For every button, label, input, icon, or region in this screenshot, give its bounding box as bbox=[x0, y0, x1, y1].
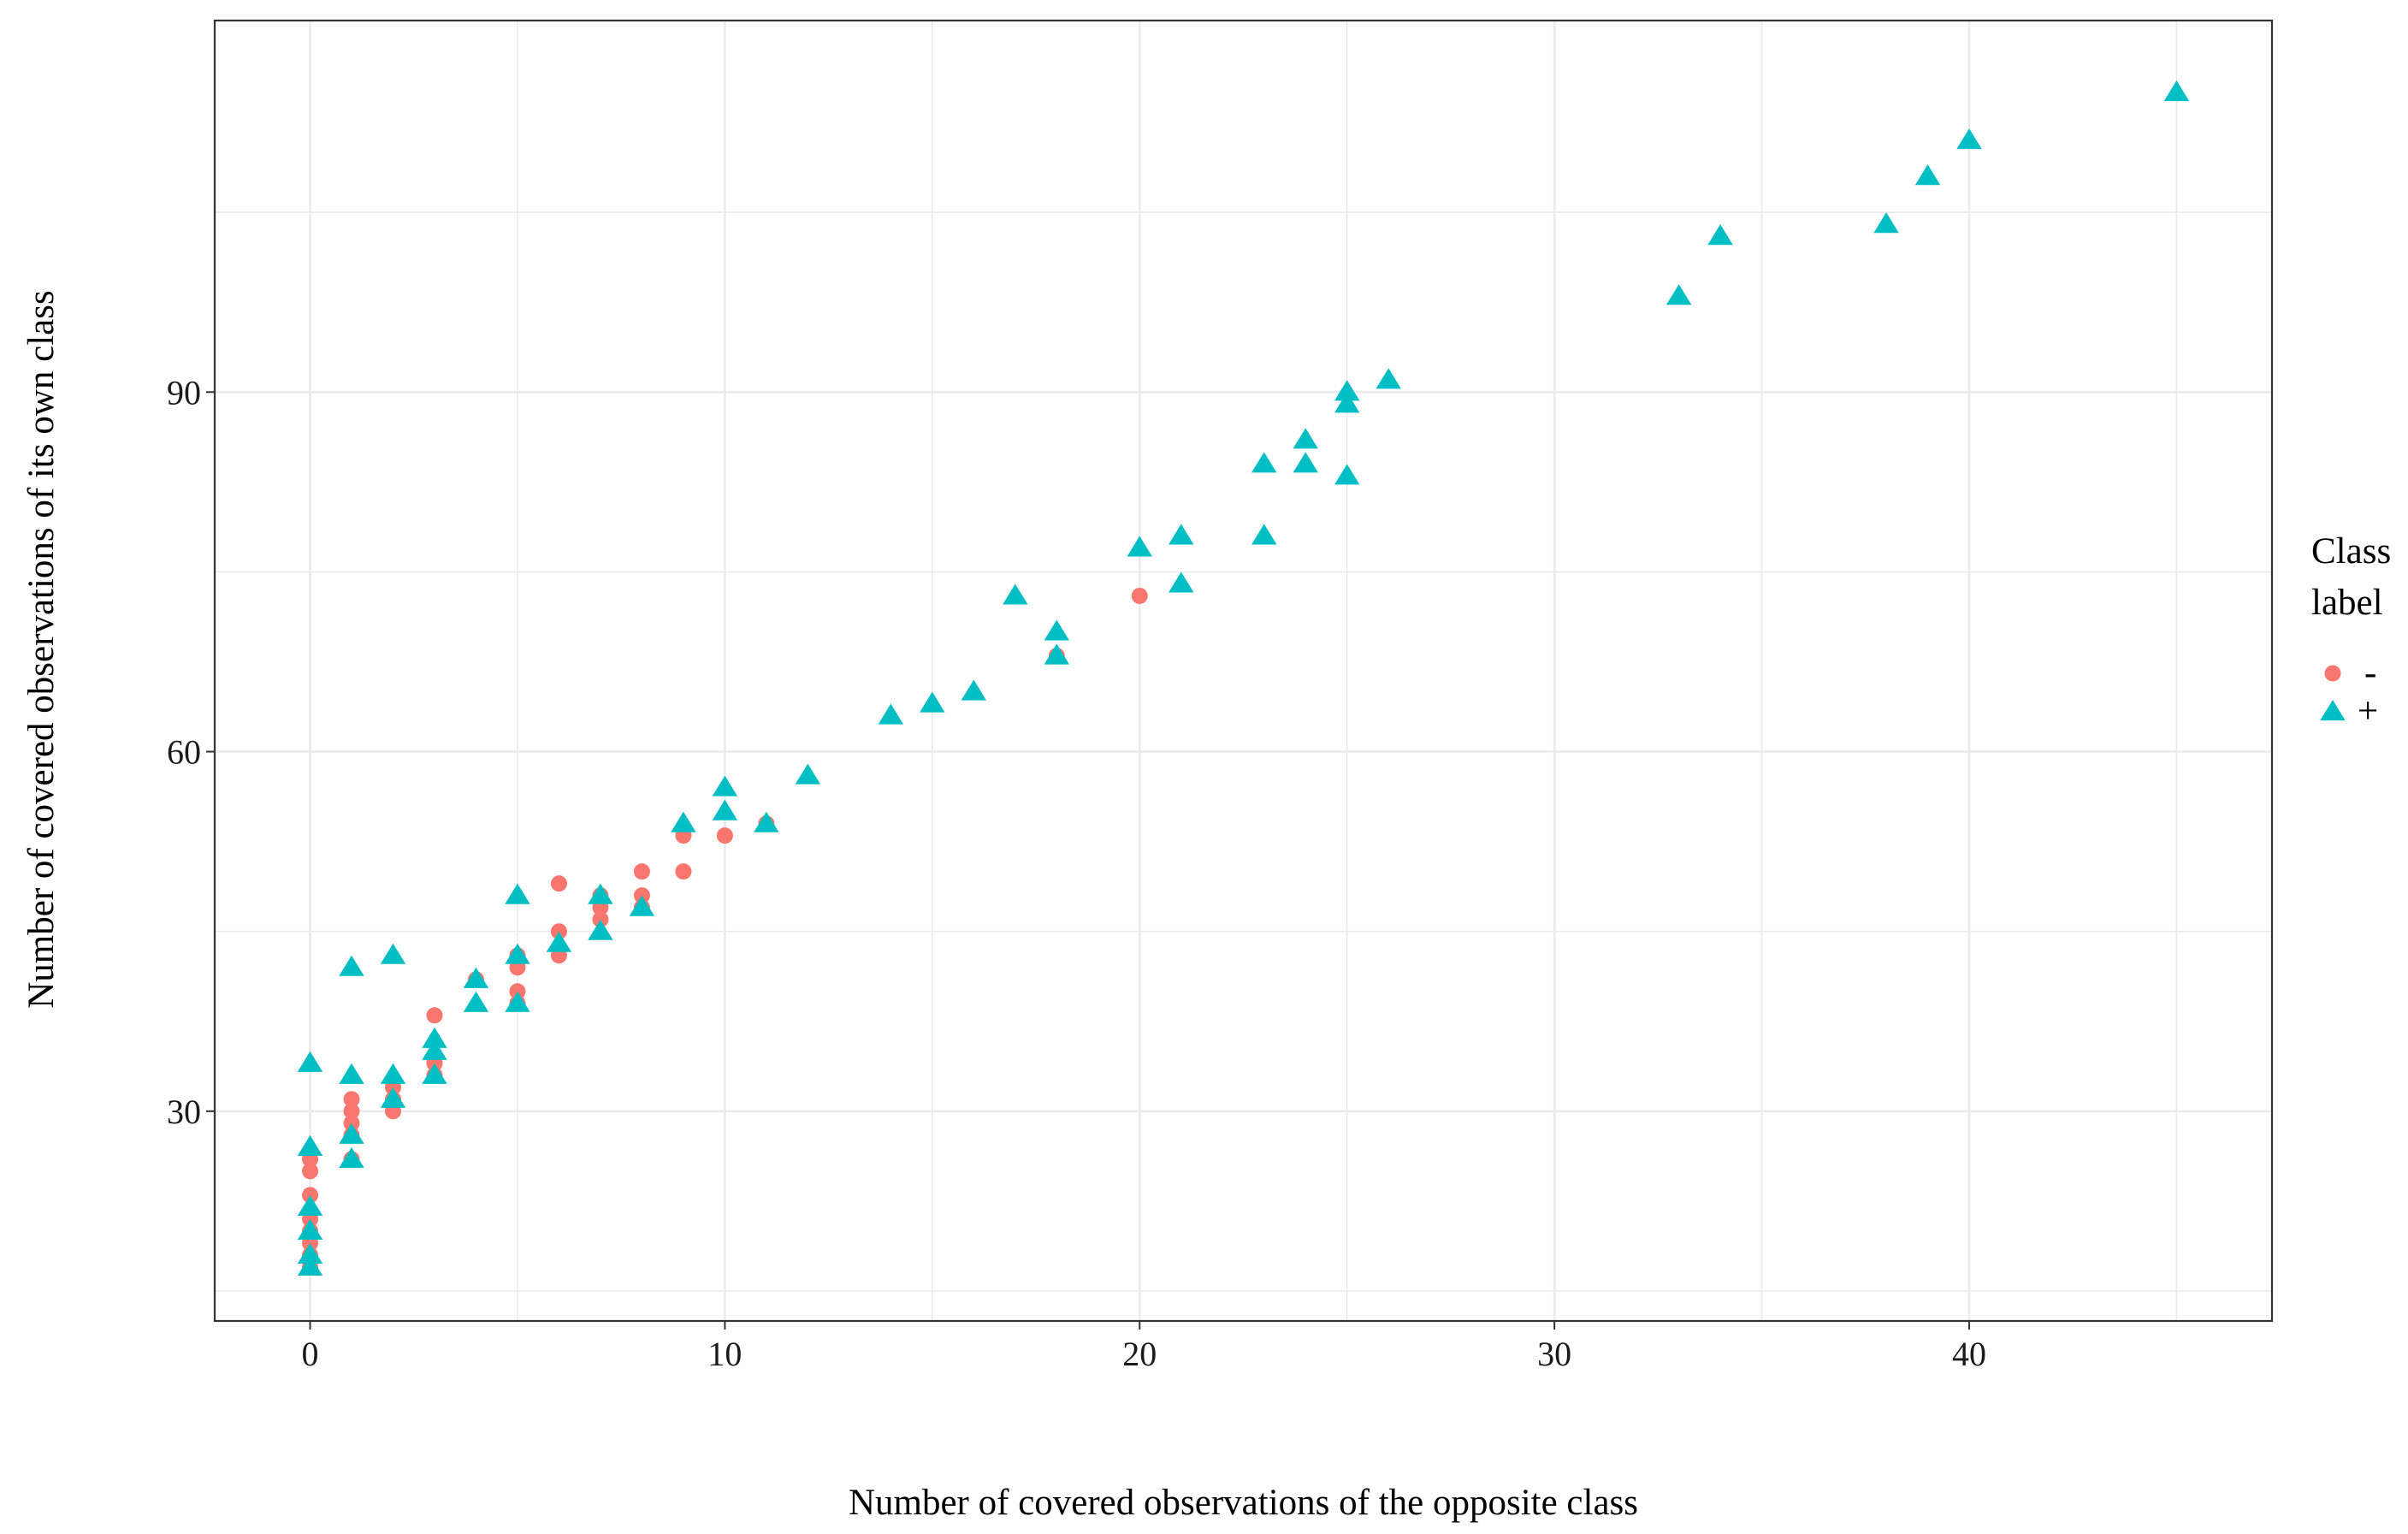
x-tick-label: 10 bbox=[707, 1335, 742, 1373]
data-point-triangle bbox=[1003, 583, 1028, 605]
data-point-circle bbox=[550, 923, 567, 940]
data-point-triangle bbox=[1914, 164, 1941, 186]
x-tick-label: 0 bbox=[302, 1335, 319, 1373]
data-point-circle bbox=[633, 863, 650, 880]
legend-label-positive: + bbox=[2358, 691, 2378, 731]
data-point-triangle bbox=[546, 931, 572, 952]
data-point-triangle bbox=[1334, 380, 1360, 401]
plot-panel-border bbox=[213, 19, 2274, 1323]
data-point-triangle bbox=[380, 943, 406, 964]
data-point-triangle bbox=[1251, 452, 1277, 473]
axes: 0 10 20 30 40 30 60 90 bbox=[167, 373, 1986, 1373]
data-point-triangle bbox=[920, 691, 945, 713]
data-point-triangle bbox=[505, 943, 530, 964]
data-point-triangle bbox=[422, 1039, 447, 1060]
legend-title-line-2: label bbox=[2311, 583, 2383, 623]
data-point-triangle bbox=[712, 799, 738, 820]
data-point-triangle bbox=[1044, 643, 1070, 665]
data-point-circle bbox=[302, 1187, 319, 1204]
data-point-triangle bbox=[1334, 392, 1360, 413]
data-point-triangle bbox=[297, 1051, 323, 1072]
data-point-circle bbox=[343, 1115, 360, 1132]
data-point-triangle bbox=[1127, 536, 1152, 557]
data-point-triangle bbox=[754, 811, 779, 832]
data-point-triangle bbox=[795, 763, 821, 785]
data-point-triangle bbox=[1376, 368, 1401, 389]
data-point-triangle bbox=[1293, 428, 1318, 449]
x-tick-label: 40 bbox=[1952, 1335, 1986, 1373]
data-point-circle bbox=[633, 887, 650, 904]
legend-key-circle bbox=[2324, 665, 2341, 682]
data-point-triangle bbox=[1169, 524, 1194, 545]
y-tick-label: 60 bbox=[167, 733, 201, 772]
data-point-triangle bbox=[1293, 452, 1318, 473]
data-point-triangle bbox=[712, 775, 738, 797]
data-point-triangle bbox=[297, 1194, 323, 1216]
series-positive bbox=[297, 80, 2190, 1276]
data-point-triangle bbox=[1956, 128, 1982, 150]
legend-label-negative: - bbox=[2364, 653, 2376, 693]
data-point-triangle bbox=[1707, 224, 1733, 246]
data-point-triangle bbox=[339, 1063, 364, 1084]
data-point-circle bbox=[509, 983, 526, 1000]
data-point-circle bbox=[592, 911, 609, 928]
legend: Class label - + bbox=[2311, 531, 2391, 731]
data-point-circle bbox=[550, 875, 567, 892]
data-point-triangle bbox=[380, 1087, 406, 1108]
data-point-triangle bbox=[339, 955, 364, 976]
data-point-triangle bbox=[297, 1254, 323, 1276]
data-point-triangle bbox=[463, 967, 489, 988]
x-tick-label: 30 bbox=[1537, 1335, 1571, 1373]
y-axis-title: Number of covered observations of its ow… bbox=[21, 290, 62, 1009]
data-point-triangle bbox=[671, 811, 696, 832]
data-point-circle bbox=[343, 1091, 360, 1108]
data-point-triangle bbox=[1044, 619, 1070, 641]
data-point-triangle bbox=[380, 1063, 406, 1084]
data-point-circle bbox=[675, 863, 692, 880]
data-point-triangle bbox=[422, 1027, 447, 1048]
legend-key-triangle bbox=[2320, 700, 2346, 721]
y-tick-label: 30 bbox=[167, 1093, 201, 1131]
data-point-circle bbox=[716, 827, 733, 844]
data-point-triangle bbox=[297, 1242, 323, 1265]
data-point-triangle bbox=[588, 883, 613, 904]
x-axis-title: Number of covered observations of the op… bbox=[849, 1483, 1638, 1523]
data-point-triangle bbox=[339, 1146, 364, 1168]
data-point-triangle bbox=[1334, 464, 1360, 485]
data-point-circle bbox=[1131, 587, 1148, 604]
data-point-triangle bbox=[2163, 80, 2190, 102]
data-point-triangle bbox=[505, 991, 530, 1012]
data-point-triangle bbox=[297, 1134, 323, 1156]
legend-title-line-1: Class bbox=[2311, 531, 2391, 572]
data-point-triangle bbox=[588, 919, 613, 940]
data-point-triangle bbox=[961, 679, 987, 701]
data-point-triangle bbox=[878, 703, 904, 725]
grid-lines bbox=[215, 21, 2272, 1321]
data-point-triangle bbox=[629, 895, 655, 916]
data-point-circle bbox=[426, 1007, 443, 1024]
data-point-triangle bbox=[339, 1122, 364, 1144]
data-point-triangle bbox=[1251, 524, 1277, 545]
data-point-triangle bbox=[1665, 284, 1692, 305]
data-points bbox=[297, 80, 2190, 1276]
data-point-triangle bbox=[422, 1063, 447, 1084]
x-tick-label: 20 bbox=[1122, 1335, 1157, 1373]
data-point-circle bbox=[343, 1103, 360, 1120]
data-point-triangle bbox=[297, 1218, 323, 1241]
data-point-circle bbox=[302, 1163, 319, 1180]
data-point-triangle bbox=[505, 883, 530, 904]
legend-keys bbox=[2320, 665, 2346, 721]
data-point-triangle bbox=[463, 991, 489, 1012]
y-tick-label: 90 bbox=[167, 373, 201, 412]
data-point-triangle bbox=[1873, 212, 1899, 234]
data-point-triangle bbox=[1169, 572, 1194, 593]
